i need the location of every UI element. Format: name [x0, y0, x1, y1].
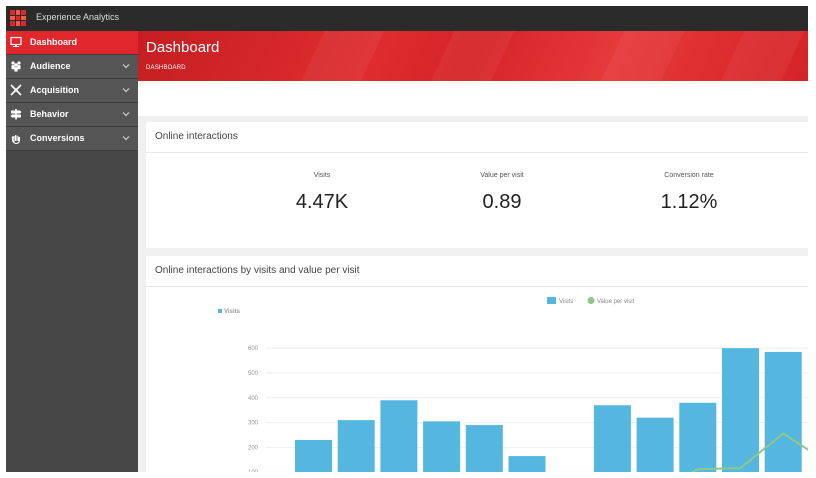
- monitor-icon: [10, 36, 22, 47]
- kpi-visits: Visits 4.47K: [242, 172, 402, 214]
- bar-visits: [465, 425, 503, 472]
- legend-swatch-visits: [547, 297, 556, 304]
- legend-label: Visits: [559, 299, 573, 305]
- kpi-conversion-rate: Conversion rate 1.12%: [609, 172, 769, 214]
- chevron-down-icon: [122, 64, 130, 69]
- breadcrumb[interactable]: DASHBOARD: [146, 65, 186, 71]
- kpi-label: Value per visit: [480, 172, 524, 179]
- sidebar-item-label: Conversions: [30, 133, 85, 143]
- line-value-per-visit: [690, 432, 808, 472]
- toolbar-strip: [138, 81, 808, 116]
- bar-visits: [593, 405, 631, 472]
- sidebar-item-label: Acquisition: [30, 85, 79, 95]
- acquisition-icon: [10, 84, 22, 96]
- kpi-value: 1.12%: [660, 191, 718, 213]
- panel-title: Online interactions: [155, 131, 238, 142]
- divider: [146, 286, 808, 287]
- chart-panel: Online interactions by visits and value …: [146, 256, 808, 472]
- sidebar-item-acquisition[interactable]: Acquisition: [6, 79, 138, 103]
- app-title: Experience Analytics: [36, 12, 120, 22]
- legend-label: Value per visit: [597, 299, 635, 305]
- bar-visits: [679, 402, 717, 472]
- chevron-down-icon: [122, 112, 130, 117]
- sidebar-item-conversions[interactable]: Conversions: [6, 127, 138, 151]
- y-tick-label: 300: [248, 421, 259, 427]
- sidebar-item-dashboard[interactable]: Dashboard: [6, 31, 138, 55]
- sidebar: Dashboard Audience Acquisition Be: [6, 31, 138, 472]
- bar-visits: [337, 420, 375, 472]
- people-icon: [11, 61, 21, 72]
- sidebar-item-label: Dashboard: [30, 37, 78, 47]
- y-tick-label: 500: [248, 371, 259, 377]
- page-title: Dashboard: [146, 39, 220, 56]
- y-tick-label: 100: [248, 470, 259, 472]
- signpost-icon: [10, 109, 22, 120]
- bar-visits: [380, 400, 418, 472]
- y-tick-label: 400: [248, 396, 259, 402]
- kpi-panel: Online interactions Visits 4.47K Value p…: [146, 122, 808, 248]
- bar-visits: [295, 439, 332, 472]
- panel-title: Online interactions by visits and value …: [155, 265, 360, 276]
- kpi-value: 0.89: [482, 191, 522, 213]
- y-tick-label: 200: [248, 445, 259, 451]
- axis-label-swatch: [218, 309, 222, 313]
- sidebar-item-behavior[interactable]: Behavior: [6, 103, 138, 127]
- sidebar-item-label: Behavior: [30, 109, 69, 119]
- top-bar: Experience Analytics: [6, 6, 808, 31]
- sidebar-item-audience[interactable]: Audience: [6, 55, 138, 79]
- chevron-down-icon: [122, 88, 130, 93]
- sitecore-logo[interactable]: [10, 10, 26, 26]
- kpi-value-per-visit: Value per visit 0.89: [422, 172, 582, 214]
- kpi-label: Visits: [313, 172, 331, 179]
- axis-label-visits: Visits: [224, 309, 241, 315]
- page-header: Dashboard DASHBOARD: [138, 31, 808, 81]
- kpi-label: Conversion rate: [664, 172, 714, 179]
- combo-chart: 100 200 300 400 500 600 Visits Value per visit V…: [218, 297, 808, 472]
- kpi-value: 4.47K: [295, 191, 349, 213]
- y-tick-label: 600: [248, 346, 259, 352]
- bar-visits: [764, 351, 802, 472]
- hand-icon: [11, 135, 21, 144]
- app-window: Experience Analytics Dashboard Audience: [6, 6, 808, 472]
- bar-visits: [636, 417, 674, 472]
- chevron-down-icon: [122, 136, 130, 141]
- bar-visits: [508, 456, 546, 472]
- bar-visits: [423, 421, 461, 472]
- legend-swatch-value-per-visit: [587, 297, 595, 304]
- sidebar-item-label: Audience: [30, 61, 71, 71]
- divider: [146, 152, 808, 153]
- bar-visits: [722, 348, 759, 472]
